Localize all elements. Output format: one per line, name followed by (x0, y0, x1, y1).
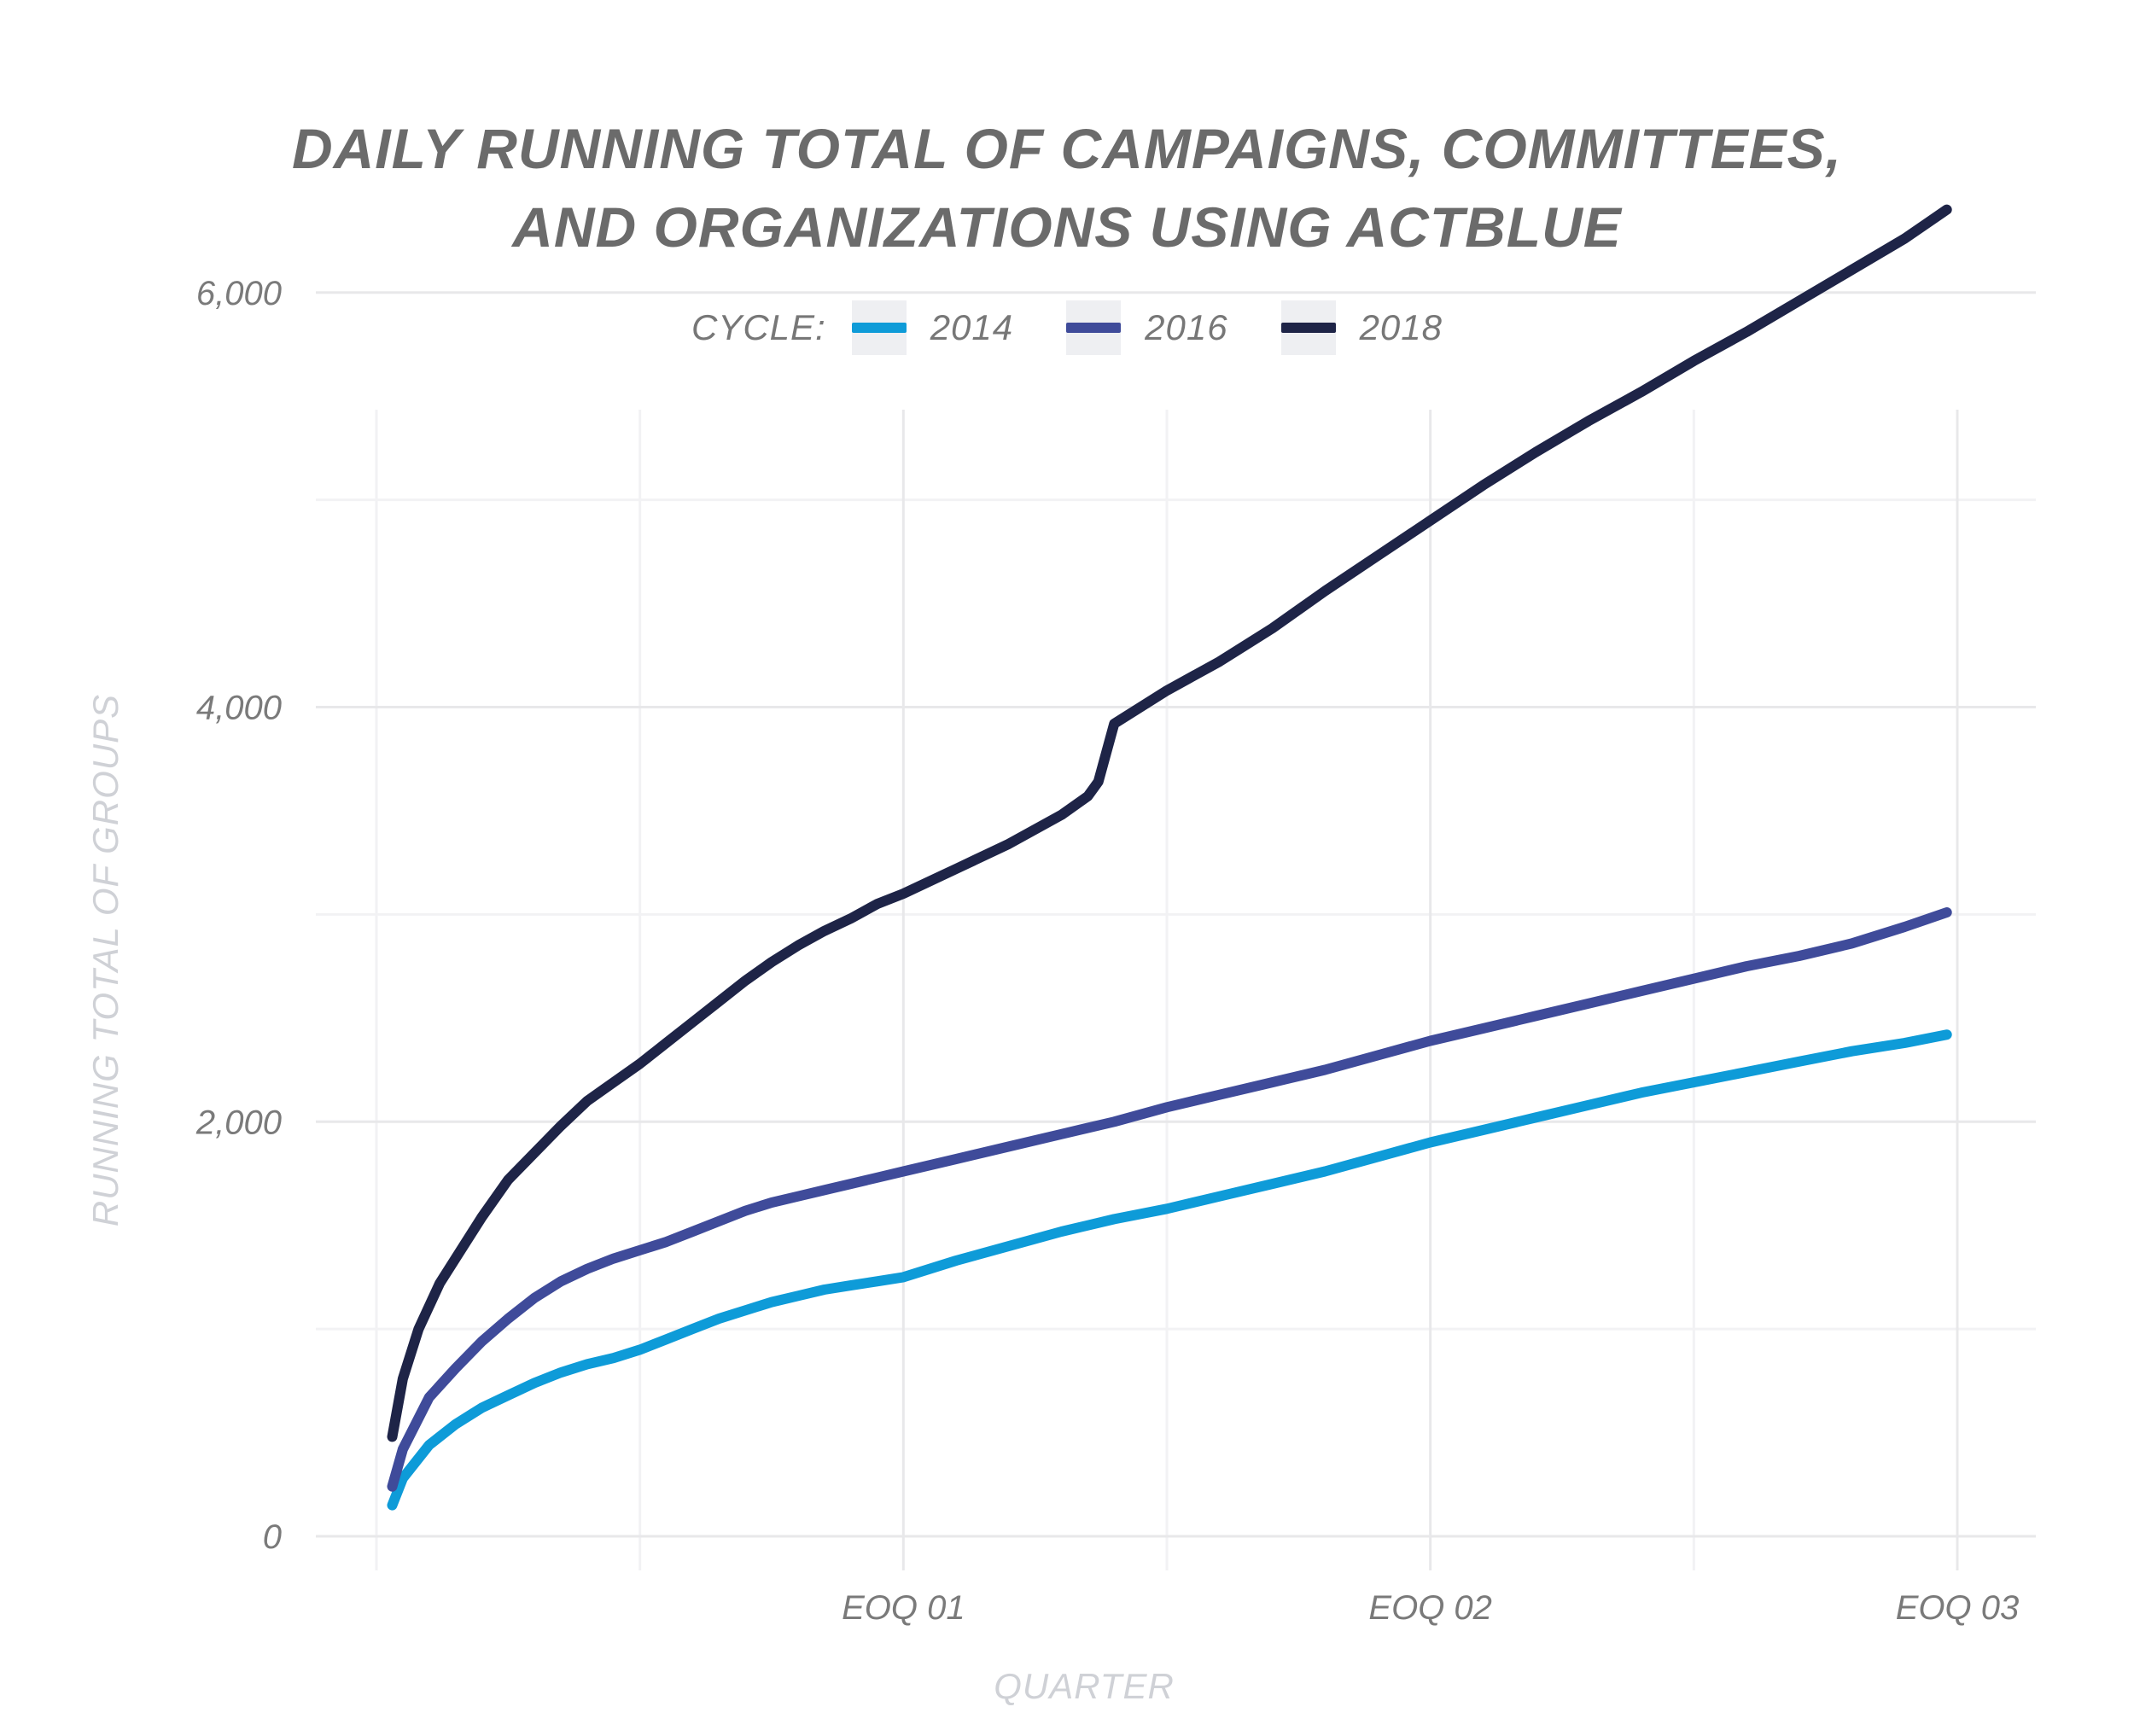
legend-swatch-2014 (851, 300, 907, 355)
chart-title-line-2: AND ORGANIZATIONS USING ACTBLUE (512, 195, 1622, 259)
legend-swatch-2016 (1066, 300, 1122, 355)
legend-label: CYCLE: (691, 307, 826, 347)
legend: CYCLE: 2014 2016 2018 (0, 300, 2134, 355)
series-lines (387, 204, 1952, 1511)
legend-line-2018 (1280, 323, 1336, 333)
tick-labels: 0 2,000 4,000 6,000 EOQ 01 EOQ 02 EOQ 03 (195, 275, 2019, 1627)
legend-item-2014: 2014 (851, 300, 1014, 355)
grid-minor (316, 410, 2036, 1570)
legend-line-2014 (851, 323, 907, 333)
legend-swatch-2018 (1280, 300, 1336, 355)
x-tick-label: EOQ 03 (1896, 1589, 2020, 1627)
legend-line-2016 (1066, 323, 1122, 333)
legend-text-2016: 2016 (1145, 307, 1228, 347)
grid-major (316, 291, 2036, 1570)
legend-item-2018: 2018 (1280, 300, 1443, 355)
y-axis-title: RUNNING TOTAL OF GROUPS (85, 694, 125, 1226)
y-tick-label: 6,000 (196, 275, 282, 312)
legend-text-2014: 2014 (930, 307, 1014, 347)
chart-title-line-1: DAILY RUNNING TOTAL OF CAMPAIGNS, COMMIT… (291, 117, 1842, 180)
y-tick-label: 4,000 (196, 690, 282, 727)
y-tick-label: 0 (263, 1518, 282, 1556)
x-tick-label: EOQ 01 (842, 1589, 965, 1627)
legend-text-2018: 2018 (1359, 307, 1443, 347)
series-line-2014 (387, 1029, 1952, 1511)
legend-item-2016: 2016 (1066, 300, 1227, 355)
x-tick-label: EOQ 02 (1368, 1589, 1492, 1627)
chart-title: DAILY RUNNING TOTAL OF CAMPAIGNS, COMMIT… (0, 109, 2134, 266)
x-axis-title: QUARTER (994, 1666, 1175, 1706)
series-line-2016 (387, 907, 1952, 1492)
series-line-2018 (387, 204, 1952, 1442)
y-tick-label: 2,000 (195, 1104, 282, 1141)
